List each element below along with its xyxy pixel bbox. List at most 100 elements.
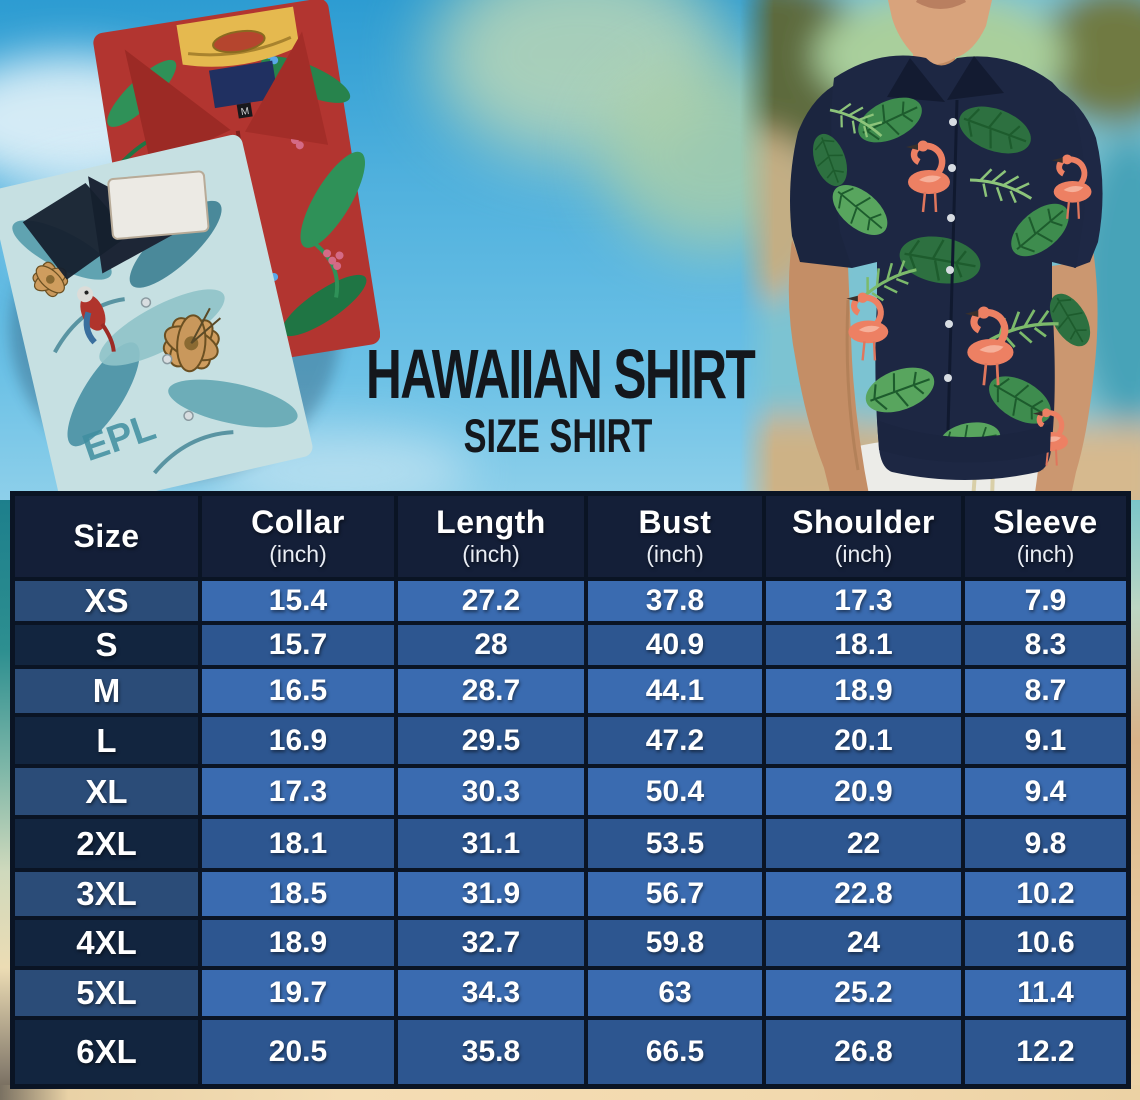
length-cell: 30.3 <box>396 766 586 817</box>
column-label: Bust <box>638 503 712 540</box>
bust-cell: 53.5 <box>586 817 764 870</box>
length-cell: 27.2 <box>396 579 586 623</box>
collar-left <box>124 49 231 167</box>
column-label: Size <box>73 517 140 554</box>
column-label: Collar <box>251 503 345 540</box>
page-subtitle: SIZE SHIRT <box>463 409 653 463</box>
collar-right <box>245 31 329 145</box>
shoulder-cell: 18.9 <box>764 667 963 715</box>
size-cell: 2XL <box>13 817 200 870</box>
collar-dark <box>22 182 131 280</box>
bust-cell: 63 <box>586 968 764 1018</box>
collar-cell: 16.5 <box>200 667 396 715</box>
length-cell: 32.7 <box>396 918 586 968</box>
bust-cell: 50.4 <box>586 766 764 817</box>
column-unit: (inch) <box>834 541 893 568</box>
parrot <box>77 286 116 352</box>
title-block: HAWAIIAN SHIRT SIZE SHIRT <box>318 336 798 460</box>
sleeve-cell: 11.4 <box>963 968 1128 1018</box>
buttons <box>140 297 194 422</box>
label-letter: M <box>240 106 250 118</box>
collar-cell: 15.4 <box>200 579 396 623</box>
shoulder-cell: 18.1 <box>764 623 963 667</box>
column-header-size: Size <box>13 494 200 579</box>
sleeve-cell: 8.7 <box>963 667 1128 715</box>
size-cell: 5XL <box>13 968 200 1018</box>
column-header-bust: Bust (inch) <box>586 494 764 579</box>
column-unit: (inch) <box>269 541 327 568</box>
shoulder-cell: 22 <box>764 817 963 870</box>
size-cell: XL <box>13 766 200 817</box>
sleeve-cell: 8.3 <box>963 623 1128 667</box>
collar-cell: 20.5 <box>200 1018 396 1086</box>
shoulder-cell: 20.1 <box>764 715 963 766</box>
model-illustration <box>788 0 1103 500</box>
collar-cell: 18.1 <box>200 817 396 870</box>
column-label: Length <box>436 503 546 540</box>
length-cell: 35.8 <box>396 1018 586 1086</box>
size-cell: L <box>13 715 200 766</box>
neck <box>888 0 992 71</box>
size-cell: 4XL <box>13 918 200 968</box>
shirt-hem <box>877 420 1051 463</box>
column-header-length: Length (inch) <box>396 494 586 579</box>
size-cell: 6XL <box>13 1018 200 1086</box>
column-label: Sleeve <box>993 503 1098 540</box>
size-cell: 3XL <box>13 870 200 918</box>
collar-cell: 16.9 <box>200 715 396 766</box>
size-cell: M <box>13 667 200 715</box>
shoulder-cell: 20.9 <box>764 766 963 817</box>
length-cell: 31.9 <box>396 870 586 918</box>
collar-cell: 18.5 <box>200 870 396 918</box>
sleeve-cell: 9.8 <box>963 817 1128 870</box>
length-cell: 29.5 <box>396 715 586 766</box>
shoulder-cell: 26.8 <box>764 1018 963 1086</box>
length-cell: 34.3 <box>396 968 586 1018</box>
tan-hibiscus-flower <box>32 261 222 373</box>
column-header-shoulder: Shoulder (inch) <box>764 494 963 579</box>
sleeve-cell: 7.9 <box>963 579 1128 623</box>
teal-hawaiian-shirt-illustration: EPL <box>0 134 313 500</box>
bust-cell: 59.8 <box>586 918 764 968</box>
bust-cell: 37.8 <box>586 579 764 623</box>
bust-cell: 44.1 <box>586 667 764 715</box>
bust-cell: 47.2 <box>586 715 764 766</box>
shoulder-cell: 17.3 <box>764 579 963 623</box>
size-table: Size Collar (inch) Length (inch) Bust (i… <box>10 491 1131 1089</box>
sleeve-cell: 9.1 <box>963 715 1128 766</box>
bust-cell: 40.9 <box>586 623 764 667</box>
length-cell: 31.1 <box>396 817 586 870</box>
collar-cell: 19.7 <box>200 968 396 1018</box>
shoulder-cell: 24 <box>764 918 963 968</box>
folded-shirts-photo: M <box>0 0 380 500</box>
size-label <box>209 60 279 109</box>
column-label: Shoulder <box>792 503 935 540</box>
sleeve-cell: 10.6 <box>963 918 1128 968</box>
sleeve-cell: 10.2 <box>963 870 1128 918</box>
length-cell: 28.7 <box>396 667 586 715</box>
page-title: HAWAIIAN SHIRT <box>366 336 756 414</box>
column-header-collar: Collar (inch) <box>200 494 396 579</box>
shoulder-cell: 25.2 <box>764 968 963 1018</box>
collar-cell: 17.3 <box>200 766 396 817</box>
column-unit: (inch) <box>1016 541 1075 568</box>
right-arm <box>788 240 870 500</box>
column-unit: (inch) <box>462 541 520 568</box>
chest-label <box>107 170 210 240</box>
sleeve-cell: 9.4 <box>963 766 1128 817</box>
size-cell: S <box>13 623 200 667</box>
collar-cell: 15.7 <box>200 623 396 667</box>
column-unit: (inch) <box>646 541 704 568</box>
length-cell: 28 <box>396 623 586 667</box>
bust-cell: 56.7 <box>586 870 764 918</box>
column-header-sleeve: Sleeve (inch) <box>963 494 1128 579</box>
sleeve-cell: 12.2 <box>963 1018 1128 1086</box>
shoulder-cell: 22.8 <box>764 870 963 918</box>
shirt-buttons <box>944 118 957 382</box>
size-cell: XS <box>13 579 200 623</box>
model-photo <box>740 0 1140 500</box>
collar-cell: 18.9 <box>200 918 396 968</box>
bust-cell: 66.5 <box>586 1018 764 1086</box>
flamingo-shirt <box>790 55 1103 480</box>
